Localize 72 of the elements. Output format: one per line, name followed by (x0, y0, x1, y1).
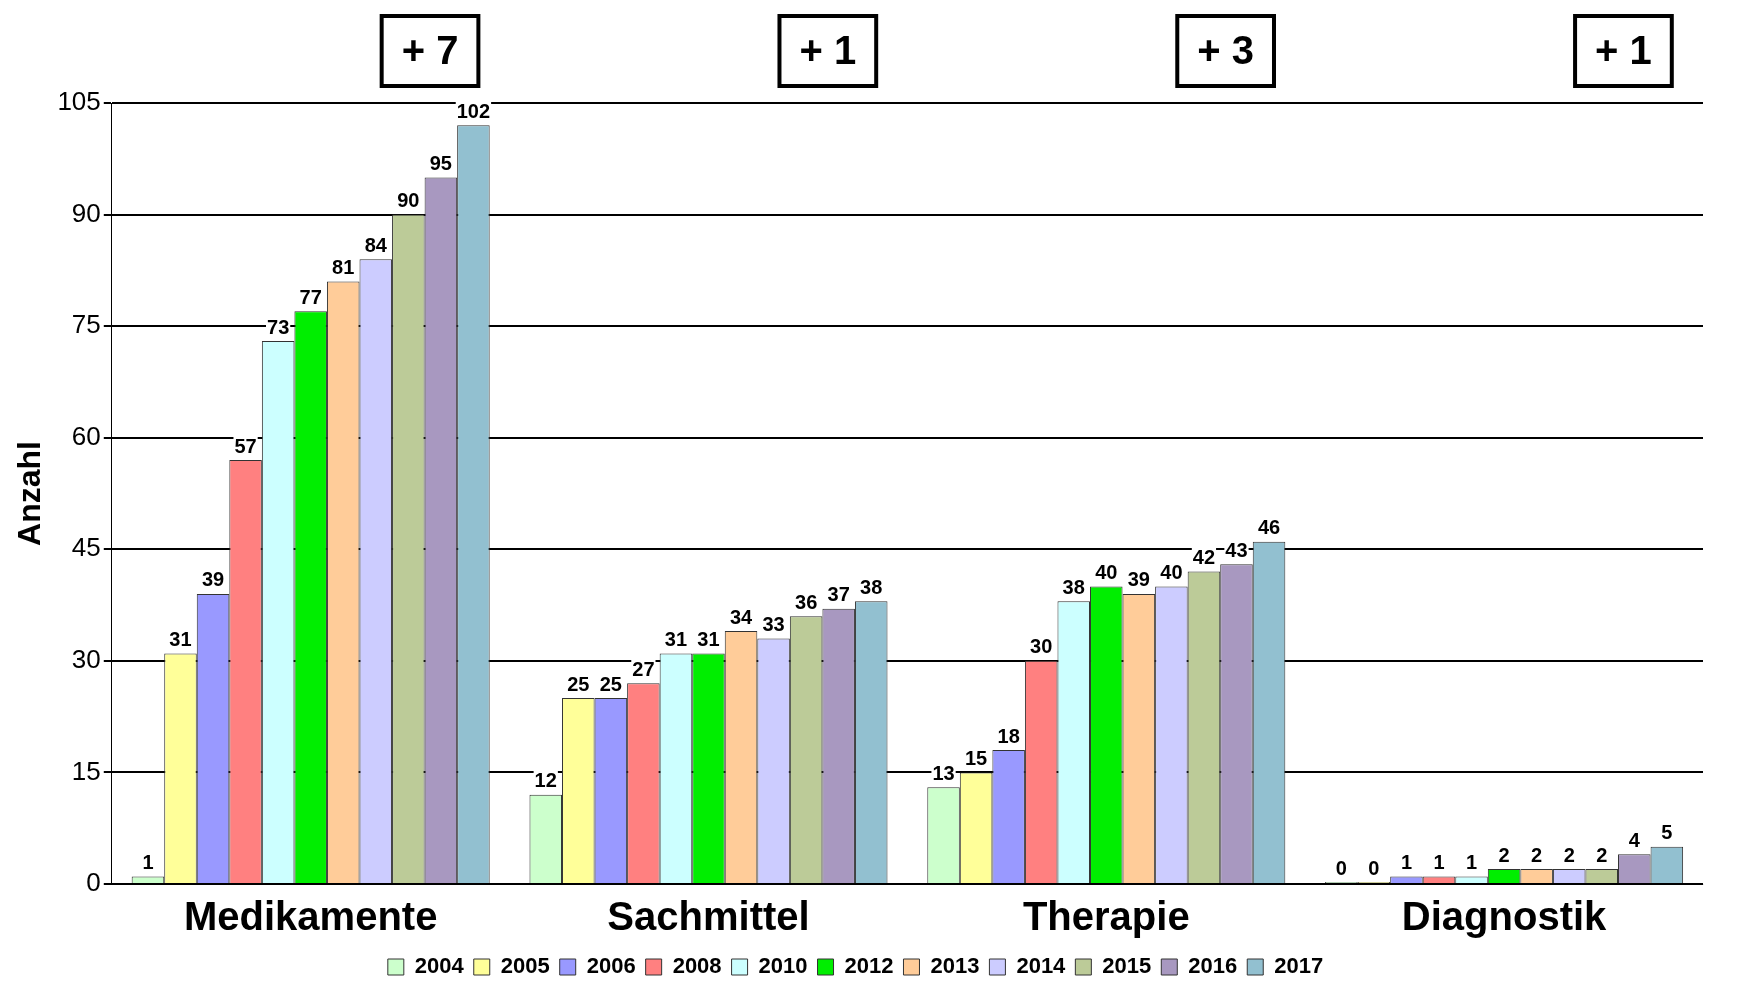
legend-label: 2010 (758, 953, 808, 979)
data-label: 40 (1095, 560, 1118, 583)
data-label: 42 (1192, 546, 1216, 569)
y-tick-label: 0 (86, 867, 101, 898)
data-label: 77 (299, 285, 322, 308)
data-label: 0 (1335, 856, 1347, 879)
y-tick-label: 15 (71, 755, 101, 786)
data-label: 4 (1628, 828, 1641, 851)
data-label: 1 (1465, 851, 1478, 874)
data-label: 2 (1531, 843, 1543, 866)
data-label: 102 (456, 99, 491, 122)
data-label: 31 (664, 627, 688, 650)
x-tick-label: Therapie (1022, 894, 1190, 939)
data-label: 1 (1400, 851, 1413, 874)
data-label: 31 (697, 627, 720, 650)
y-tick-label: 45 (71, 532, 101, 563)
data-label: 90 (397, 189, 420, 212)
data-label: 73 (267, 315, 290, 338)
data-label: 34 (729, 605, 754, 628)
data-label: 25 (599, 672, 622, 695)
data-label: 37 (827, 583, 850, 606)
legend-label: 2012 (844, 953, 894, 979)
text: + 3 (1197, 28, 1254, 73)
legend-label: 2008 (672, 953, 722, 979)
legend-label: 2004 (414, 953, 465, 979)
data-label: 39 (201, 568, 225, 591)
legend-label: 2017 (1274, 953, 1324, 979)
legend-label: 2013 (930, 953, 980, 979)
y-tick-label: 60 (71, 420, 101, 451)
legend-label: 2005 (500, 953, 550, 979)
data-label: 39 (1127, 568, 1150, 591)
data-label: 30 (1030, 635, 1053, 658)
data-label: 43 (1225, 538, 1248, 561)
text: + 1 (799, 28, 857, 73)
data-label: 0 (1368, 856, 1380, 879)
data-label: 5 (1661, 821, 1673, 844)
data-label: 1 (142, 851, 154, 874)
data-label: 2 (1596, 843, 1608, 866)
x-tick-label: Diagnostik (1401, 894, 1608, 939)
y-tick-label: 90 (71, 197, 101, 228)
data-label: 25 (567, 672, 590, 695)
x-tick-label: Sachmittel (607, 894, 810, 939)
y-tick-label: 75 (71, 309, 101, 340)
legend-label: 2015 (1102, 953, 1152, 979)
legend-label: 2016 (1188, 953, 1238, 979)
data-label: 18 (997, 724, 1020, 747)
text: + 7 (401, 28, 459, 73)
data-label: 57 (234, 434, 257, 457)
data-label: 2 (1563, 843, 1575, 866)
data-label: 40 (1160, 560, 1183, 583)
data-label: 27 (632, 657, 655, 680)
data-label: 33 (762, 613, 785, 636)
y-axis-title: Anzahl (11, 441, 48, 546)
data-label: 13 (932, 761, 955, 784)
data-label: 84 (364, 233, 388, 256)
y-tick-label: 30 (71, 644, 101, 675)
data-label: 95 (429, 151, 452, 174)
data-label: 31 (169, 627, 192, 650)
data-label: 1 (1433, 851, 1445, 874)
x-tick-label: Medikamente (183, 894, 438, 939)
data-label: 46 (1257, 516, 1281, 539)
data-label: 81 (332, 256, 355, 279)
data-label: 36 (795, 590, 818, 613)
data-label: 38 (1062, 575, 1085, 598)
legend-label: 2006 (586, 953, 636, 979)
data-label: 15 (964, 746, 988, 769)
y-tick-label: 105 (57, 86, 101, 117)
text: + 1 (1595, 28, 1652, 73)
data-label: 38 (860, 575, 883, 598)
data-label: 12 (534, 769, 557, 792)
legend-label: 2014 (1016, 953, 1067, 979)
data-label: 2 (1498, 843, 1510, 866)
